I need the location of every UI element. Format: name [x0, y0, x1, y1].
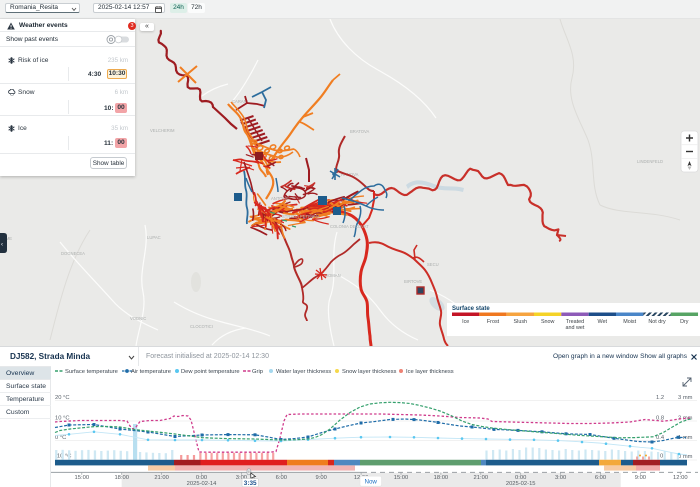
svg-text:2025-02-15: 2025-02-15 [506, 481, 536, 487]
svg-text:CARANI: CARANI [232, 99, 248, 104]
svg-text:3:00: 3:00 [555, 475, 566, 481]
svg-text:15:00: 15:00 [75, 475, 90, 481]
svg-text:6:00: 6:00 [276, 475, 287, 481]
svg-text:Slush: Slush [514, 319, 528, 325]
svg-text:21:00: 21:00 [474, 475, 489, 481]
svg-text:Dry: Dry [680, 319, 689, 325]
svg-text:VELCHERIM: VELCHERIM [150, 128, 175, 133]
svg-text:0: 0 [660, 454, 663, 460]
svg-text:0.4: 0.4 [656, 435, 665, 441]
svg-text:Snow layer thickness: Snow layer thickness [342, 369, 397, 375]
svg-text:DOMAN: DOMAN [325, 273, 341, 278]
svg-text:Surface temperature: Surface temperature [65, 369, 118, 375]
svg-text:STRADA PETROVA: STRADA PETROVA [282, 214, 320, 219]
svg-text:Ice: Ice [462, 319, 469, 325]
svg-text:Frost: Frost [487, 319, 500, 325]
svg-text:0 mm: 0 mm [678, 454, 693, 460]
svg-text:Snow: Snow [541, 319, 555, 325]
svg-text:20 °C: 20 °C [55, 395, 70, 401]
svg-text:Moist: Moist [623, 319, 636, 325]
svg-text:Water layer thickness: Water layer thickness [276, 369, 331, 375]
svg-text:Dew point temperature: Dew point temperature [181, 369, 240, 375]
svg-text:10 °C: 10 °C [55, 416, 70, 422]
svg-text:Not dry: Not dry [648, 319, 666, 325]
svg-text:Surface state: Surface state [452, 306, 490, 312]
svg-text:9:00: 9:00 [316, 475, 327, 481]
svg-text:18:00: 18:00 [114, 475, 129, 481]
svg-text:‹: ‹ [1, 242, 3, 248]
svg-text:and wet: and wet [566, 325, 585, 331]
svg-text:6:00: 6:00 [595, 475, 606, 481]
svg-text:LUPAC: LUPAC [147, 235, 161, 240]
svg-text:3:00: 3:00 [236, 475, 247, 481]
svg-text:21:00: 21:00 [154, 475, 169, 481]
svg-text:Wet: Wet [598, 319, 608, 325]
svg-text:BIRTOVE: BIRTOVE [404, 279, 422, 284]
svg-text:LINDENFELD: LINDENFELD [637, 159, 663, 164]
svg-text:0 °C: 0 °C [55, 435, 66, 441]
svg-text:Treated: Treated [566, 319, 584, 325]
svg-text:1.2: 1.2 [656, 395, 664, 401]
svg-text:3 mm: 3 mm [678, 395, 693, 401]
svg-text:12:00: 12:00 [673, 475, 688, 481]
svg-text:18:00: 18:00 [434, 475, 449, 481]
svg-text:Now: Now [365, 479, 378, 486]
svg-text:Grip: Grip [252, 369, 263, 375]
svg-text:9:00: 9:00 [635, 475, 646, 481]
svg-text:BRATOVA: BRATOVA [350, 129, 370, 134]
svg-text:15:00: 15:00 [394, 475, 409, 481]
svg-text:COLONIA DELOVAT: COLONIA DELOVAT [330, 224, 369, 229]
svg-text:VODNIC: VODNIC [130, 316, 146, 321]
svg-text:CLOCOTICI: CLOCOTICI [190, 324, 213, 329]
svg-text:0.8: 0.8 [656, 416, 664, 422]
svg-text:SECU: SECU [427, 262, 439, 267]
svg-text:2025-02-14: 2025-02-14 [187, 481, 217, 487]
svg-text:0:00: 0:00 [515, 475, 526, 481]
svg-text:DOGNECEA: DOGNECEA [61, 251, 85, 256]
svg-text:ANTOLIE: ANTOLIE [271, 196, 289, 201]
svg-text:Ice layer thickness: Ice layer thickness [406, 369, 454, 375]
svg-text:Air temperature: Air temperature [131, 369, 171, 375]
svg-text:3:35: 3:35 [244, 480, 257, 487]
svg-text:0:00: 0:00 [196, 475, 207, 481]
